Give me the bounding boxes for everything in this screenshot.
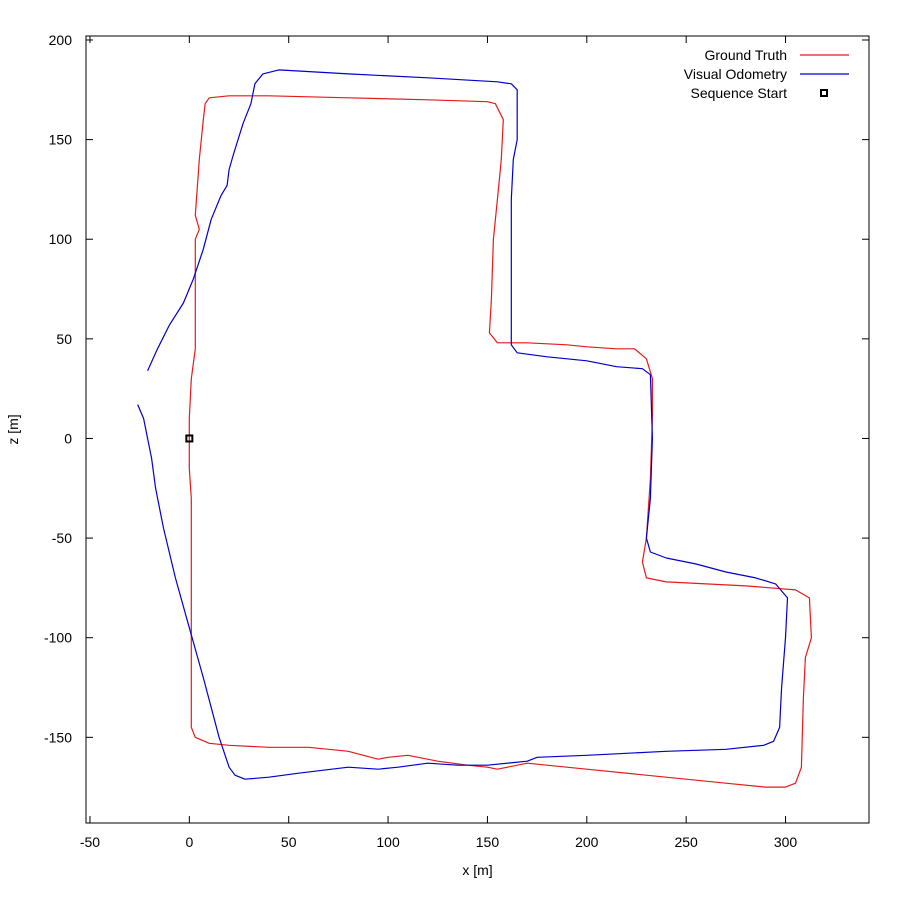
x-tick-label-6: 250 [674, 834, 698, 850]
visual-odometry-line [137, 69, 789, 780]
y-tick-label-4: 50 [56, 331, 72, 347]
sequence-start-marker-0 [185, 434, 194, 443]
y-tick-label-6: 150 [49, 132, 73, 148]
plot-layer [137, 69, 812, 788]
tick-layer: -50 0 50 100 150 200 250 300 -150 -100 -50 0 50 100 15… [44, 32, 869, 850]
ground-truth-line [188, 95, 812, 788]
x-axis-label: x [m] [462, 862, 492, 878]
plot-frame [85, 35, 870, 824]
x-tick-label-0: -50 [80, 834, 100, 850]
legend-label-sequence-start: Sequence Start [690, 85, 787, 101]
x-tick-label-1: 0 [185, 834, 193, 850]
x-tick-label-4: 150 [476, 834, 500, 850]
x-tick-label-5: 200 [575, 834, 599, 850]
y-axis-label: z [m] [5, 414, 21, 444]
y-tick-label-1: -100 [44, 630, 72, 646]
legend-swatch-sequence-start [820, 89, 828, 97]
legend: Ground Truth Visual Odometry Sequence Star… [684, 47, 849, 101]
y-tick-label-5: 100 [49, 231, 73, 247]
y-tick-label-0: -150 [44, 729, 72, 745]
x-tick-label-7: 300 [774, 834, 798, 850]
x-tick-label-3: 100 [376, 834, 400, 850]
legend-label-visual-odometry: Visual Odometry [684, 66, 787, 82]
y-tick-label-2: -50 [52, 530, 72, 546]
legend-label-ground-truth: Ground Truth [705, 47, 788, 63]
y-tick-label-7: 200 [49, 32, 73, 48]
x-tick-label-2: 50 [281, 834, 297, 850]
y-tick-label-3: 0 [64, 430, 72, 446]
